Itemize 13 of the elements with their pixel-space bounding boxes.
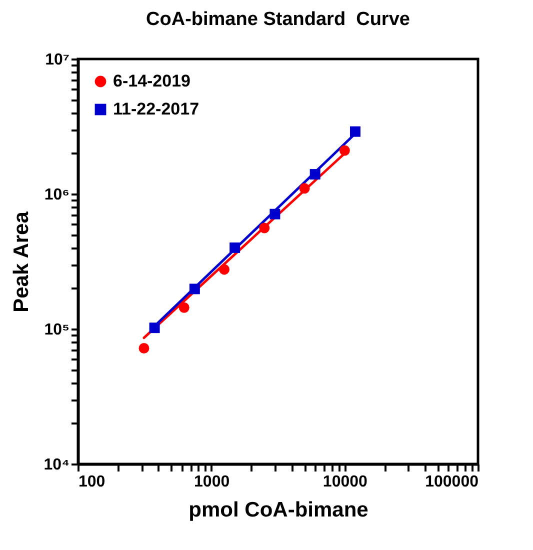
legend-label: 11-22-2017 [113,100,200,118]
y-axis-title: Peak Area [10,211,33,312]
x-tick-label: 10000 [322,474,368,490]
legend-label: 6-14-2019 [113,72,191,90]
y-tick-label: 10⁴ [44,456,70,474]
x-tick-label: 100000 [425,474,479,490]
x-tick-label: 100 [78,474,106,490]
y-tick-label: 10⁶ [44,186,70,204]
chart-title: CoA-bimane Standard Curve [146,9,410,30]
y-tick-label: 10⁵ [44,322,70,338]
y-tick-label: 10⁷ [45,52,70,68]
x-axis-title: pmol CoA-bimane [188,498,368,522]
x-tick-label: 1000 [194,474,230,490]
